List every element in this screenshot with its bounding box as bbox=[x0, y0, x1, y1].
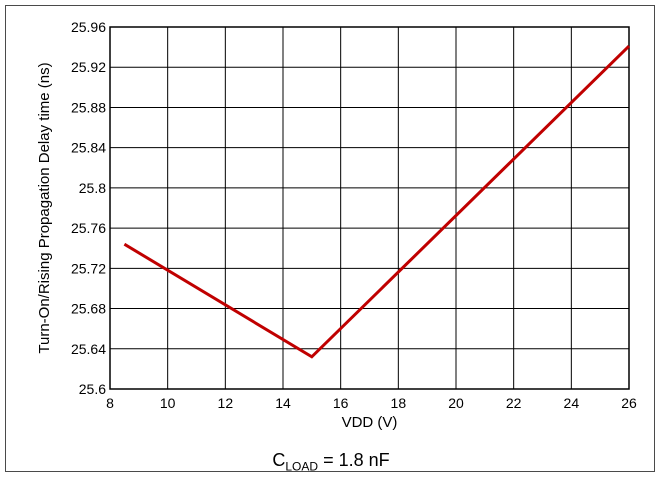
y-tick-label: 25.76 bbox=[71, 220, 106, 236]
y-tick-label: 25.92 bbox=[71, 59, 106, 75]
y-tick-label: 25.72 bbox=[71, 260, 106, 276]
grid bbox=[109, 26, 630, 390]
x-tick-label: 16 bbox=[333, 395, 349, 411]
y-tick-label: 25.96 bbox=[71, 19, 106, 35]
y-tick-label: 25.68 bbox=[71, 301, 106, 317]
x-axis-label: VDD (V) bbox=[342, 414, 398, 431]
y-tick-label: 25.88 bbox=[71, 99, 106, 115]
y-tick-label: 25.64 bbox=[71, 341, 106, 357]
caption-value: = 1.8 nF bbox=[318, 450, 390, 470]
chart-frame bbox=[5, 5, 655, 472]
x-tick-label: 10 bbox=[160, 395, 176, 411]
y-tick-label: 25.8 bbox=[79, 180, 106, 196]
x-tick-label: 8 bbox=[106, 395, 114, 411]
y-tick-label: 25.6 bbox=[79, 381, 106, 397]
tick-labels: 8 10 12 14 16 18 20 22 24 26 25.6 25.64 25.68 25.72 25… bbox=[71, 19, 637, 411]
caption-symbol: C bbox=[272, 450, 286, 470]
caption-subscript: LOAD bbox=[285, 459, 319, 474]
load-capacitance-caption: CLOAD = 1.8 nF bbox=[0, 450, 662, 474]
x-tick-label: 22 bbox=[506, 395, 522, 411]
x-tick-label: 20 bbox=[448, 395, 464, 411]
y-tick-label: 25.84 bbox=[71, 140, 106, 156]
x-tick-label: 12 bbox=[218, 395, 234, 411]
series-line-0 bbox=[123, 45, 631, 359]
plot-area bbox=[109, 26, 630, 390]
y-axis-label: Turn-On/Rising Propagation Delay time (n… bbox=[36, 62, 53, 353]
x-tick-label: 14 bbox=[275, 395, 291, 411]
series-layer bbox=[123, 45, 631, 359]
x-tick-label: 18 bbox=[391, 395, 407, 411]
x-tick-label: 24 bbox=[564, 395, 580, 411]
x-tick-label: 26 bbox=[621, 395, 637, 411]
